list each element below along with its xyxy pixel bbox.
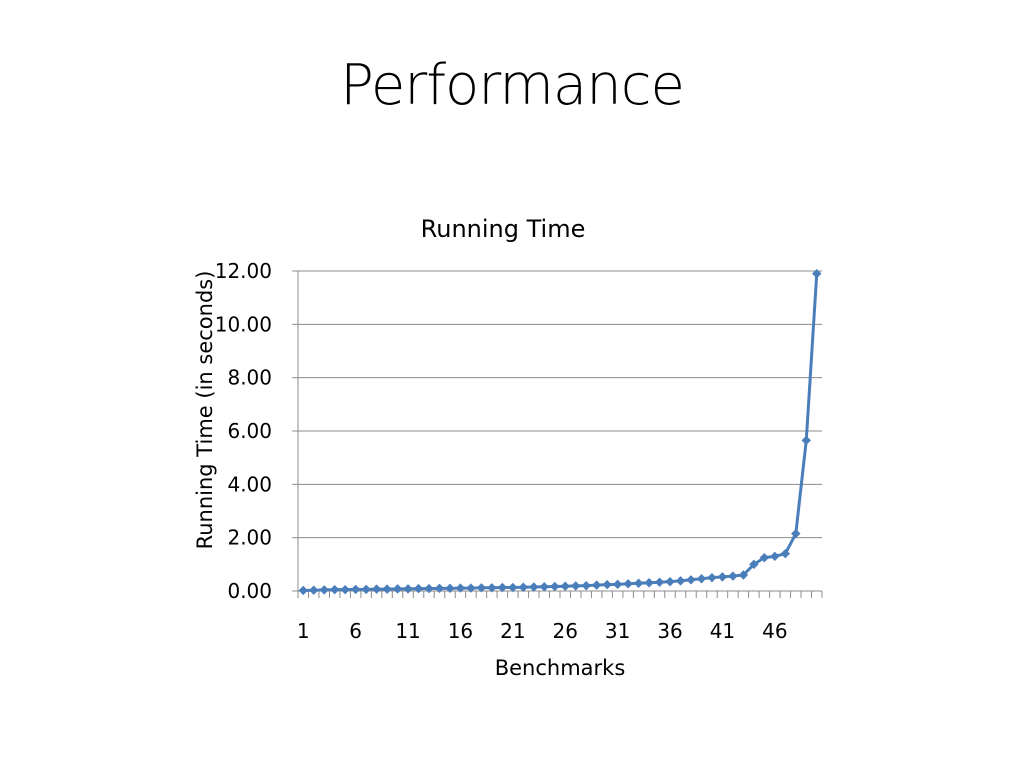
data-point xyxy=(340,584,350,595)
data-point xyxy=(392,584,403,594)
data-point xyxy=(329,584,340,595)
data-point xyxy=(717,572,728,582)
data-point xyxy=(371,584,382,594)
data-point xyxy=(560,581,570,591)
x-tick-label: 26 xyxy=(553,619,578,643)
data-point xyxy=(675,576,686,586)
data-point xyxy=(770,551,780,562)
x-tick-label: 36 xyxy=(657,619,682,643)
y-axis-title: Running Time (in seconds) xyxy=(193,271,217,550)
x-tick-label: 6 xyxy=(349,619,362,643)
x-axis-ticks xyxy=(297,591,823,598)
data-point xyxy=(612,579,623,590)
data-point xyxy=(602,579,612,590)
data-point xyxy=(738,570,749,580)
x-tick-label: 41 xyxy=(710,619,735,643)
data-point xyxy=(424,583,434,594)
data-point xyxy=(801,435,811,446)
data-point xyxy=(497,582,508,593)
data-point xyxy=(791,528,801,539)
data-point xyxy=(298,585,308,596)
data-point xyxy=(445,583,455,594)
x-tick-label: 21 xyxy=(500,619,525,643)
data-point xyxy=(518,582,529,592)
y-tick-label: 2.00 xyxy=(227,526,272,550)
x-axis-title: Benchmarks xyxy=(495,656,626,680)
x-tick-label: 46 xyxy=(762,619,787,643)
data-point xyxy=(728,571,738,581)
data-point xyxy=(707,572,717,583)
data-point xyxy=(434,583,445,594)
data-point xyxy=(749,559,759,570)
series-running-time xyxy=(298,268,822,596)
x-tick-label: 1 xyxy=(297,619,310,643)
data-point xyxy=(455,583,466,593)
data-point xyxy=(665,576,675,587)
y-tick-label: 0.00 xyxy=(227,579,272,603)
data-point xyxy=(529,582,539,592)
y-axis-tick-labels: 0.00 2.00 4.00 6.00 8.00 10.00 12.00 xyxy=(215,259,272,603)
data-point xyxy=(350,584,361,595)
series-line xyxy=(303,273,819,592)
y-tick-label: 6.00 xyxy=(227,419,272,443)
data-point xyxy=(361,584,371,595)
data-point xyxy=(403,584,413,594)
data-point xyxy=(476,583,487,593)
data-point xyxy=(309,585,319,595)
data-point xyxy=(623,579,633,589)
data-point xyxy=(550,581,560,592)
grid-lines xyxy=(298,270,822,539)
data-point xyxy=(581,580,591,591)
data-point xyxy=(382,584,392,594)
data-point xyxy=(466,583,476,593)
y-tick-label: 4.00 xyxy=(227,472,272,496)
data-point xyxy=(644,578,654,588)
x-tick-label: 11 xyxy=(395,619,420,643)
data-point xyxy=(571,581,581,591)
x-tick-label: 31 xyxy=(605,619,630,643)
x-axis-tick-labels: 1 6 11 16 21 26 31 36 41 46 xyxy=(297,619,788,643)
data-point xyxy=(591,580,602,590)
data-point xyxy=(508,582,518,593)
slide-title: Performance xyxy=(340,53,685,118)
y-tick-label: 8.00 xyxy=(227,366,272,390)
data-point xyxy=(413,583,424,594)
data-point xyxy=(487,583,497,593)
chart-title: Running Time xyxy=(421,215,586,243)
data-point xyxy=(696,574,707,584)
data-point xyxy=(759,552,770,563)
data-point xyxy=(780,548,791,559)
x-tick-label: 16 xyxy=(448,619,473,643)
y-tick-label: 10.00 xyxy=(215,312,272,336)
data-point xyxy=(686,575,696,585)
data-point xyxy=(654,577,665,587)
data-point xyxy=(812,268,822,279)
data-point xyxy=(319,585,329,595)
data-point xyxy=(633,578,644,588)
y-tick-label: 12.00 xyxy=(215,259,272,283)
data-point xyxy=(539,582,549,592)
